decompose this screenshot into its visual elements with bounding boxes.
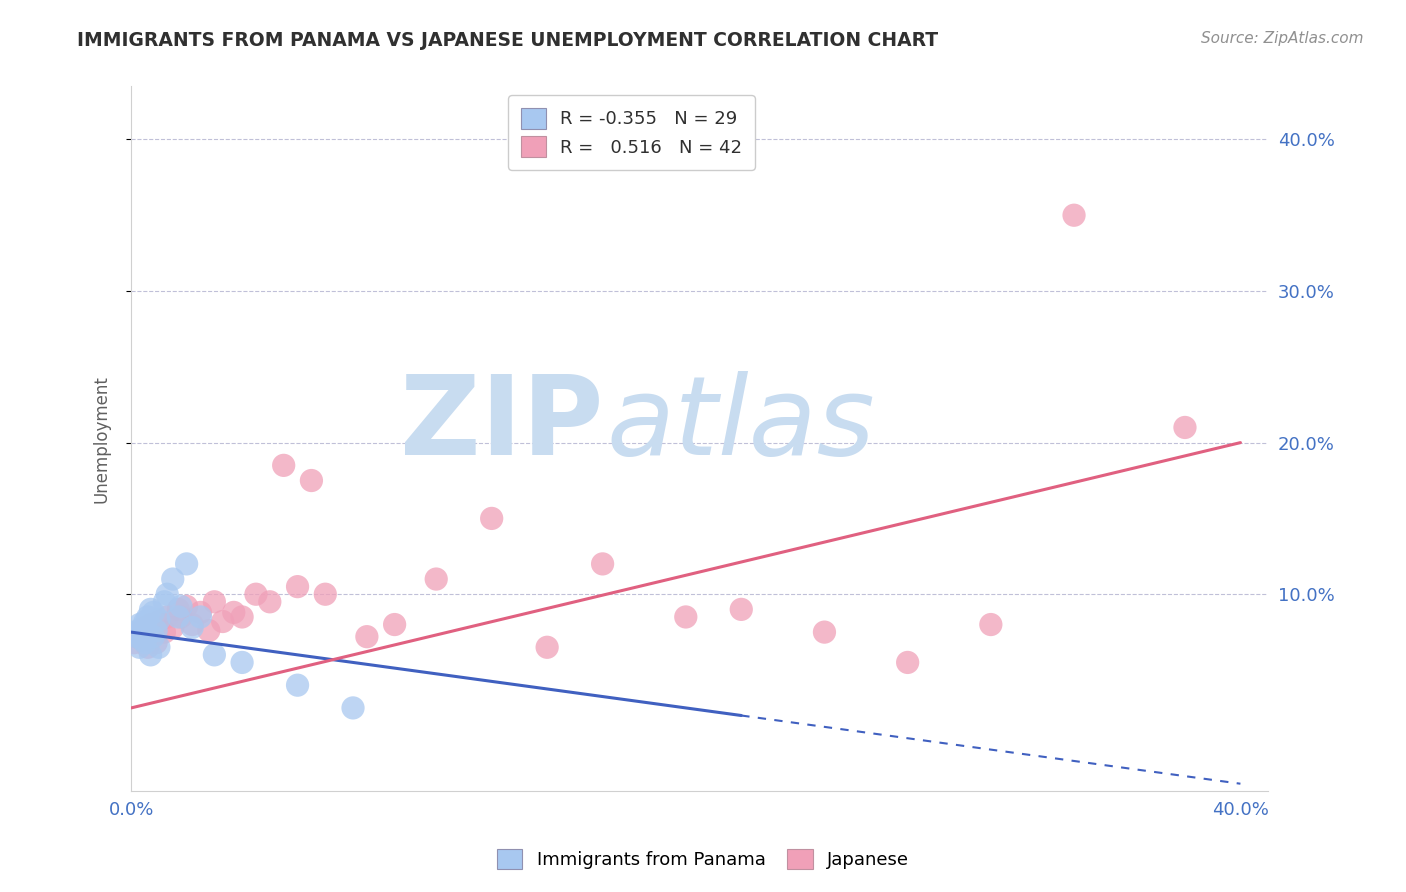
Point <box>148 640 170 655</box>
Point <box>145 624 167 638</box>
Point <box>314 587 336 601</box>
Point <box>1174 420 1197 434</box>
Point <box>131 621 153 635</box>
Point <box>481 511 503 525</box>
Point <box>170 599 193 614</box>
Point <box>128 617 150 632</box>
Point <box>139 602 162 616</box>
Point <box>145 636 167 650</box>
Point <box>142 628 165 642</box>
Point <box>134 615 156 629</box>
Point <box>202 595 225 609</box>
Point <box>131 632 153 647</box>
Text: Source: ZipAtlas.com: Source: ZipAtlas.com <box>1201 31 1364 46</box>
Point <box>122 625 145 640</box>
Point <box>167 610 190 624</box>
Point <box>384 617 406 632</box>
Point <box>139 648 162 662</box>
Point <box>125 630 148 644</box>
Point <box>134 621 156 635</box>
Point <box>142 630 165 644</box>
Point <box>134 636 156 650</box>
Point <box>222 606 245 620</box>
Point <box>162 621 184 635</box>
Point <box>125 630 148 644</box>
Point <box>190 606 212 620</box>
Point <box>190 610 212 624</box>
Point <box>342 701 364 715</box>
Point <box>675 610 697 624</box>
Point <box>813 625 835 640</box>
Point <box>136 625 159 640</box>
Point <box>245 587 267 601</box>
Y-axis label: Unemployment: Unemployment <box>93 375 110 503</box>
Text: IMMIGRANTS FROM PANAMA VS JAPANESE UNEMPLOYMENT CORRELATION CHART: IMMIGRANTS FROM PANAMA VS JAPANESE UNEMP… <box>77 31 938 50</box>
Point <box>198 624 221 638</box>
Point <box>176 557 198 571</box>
Point <box>139 617 162 632</box>
Point <box>136 640 159 655</box>
Point <box>162 572 184 586</box>
Point <box>136 610 159 624</box>
Point <box>142 606 165 620</box>
Point <box>536 640 558 655</box>
Point <box>167 602 190 616</box>
Point <box>170 610 193 624</box>
Point <box>287 678 309 692</box>
Point <box>128 625 150 640</box>
Point <box>211 615 233 629</box>
Point <box>148 615 170 629</box>
Point <box>730 602 752 616</box>
Point <box>897 656 920 670</box>
Point <box>128 640 150 655</box>
Point <box>273 458 295 473</box>
Legend: Immigrants from Panama, Japanese: Immigrants from Panama, Japanese <box>488 839 918 879</box>
Legend: R = -0.355   N = 29, R =   0.516   N = 42: R = -0.355 N = 29, R = 0.516 N = 42 <box>508 95 755 169</box>
Point <box>259 595 281 609</box>
Point <box>176 599 198 614</box>
Point <box>231 610 253 624</box>
Point <box>1063 208 1085 222</box>
Point <box>156 587 179 601</box>
Point <box>202 648 225 662</box>
Point <box>287 580 309 594</box>
Point <box>592 557 614 571</box>
Point <box>425 572 447 586</box>
Text: atlas: atlas <box>606 371 875 478</box>
Point <box>148 613 170 627</box>
Point <box>299 474 322 488</box>
Point <box>131 632 153 647</box>
Point <box>356 630 378 644</box>
Point <box>153 625 176 640</box>
Point <box>181 617 204 632</box>
Text: ZIP: ZIP <box>399 371 603 478</box>
Point <box>156 610 179 624</box>
Point <box>980 617 1002 632</box>
Point <box>122 636 145 650</box>
Point <box>231 656 253 670</box>
Point <box>181 621 204 635</box>
Point <box>153 595 176 609</box>
